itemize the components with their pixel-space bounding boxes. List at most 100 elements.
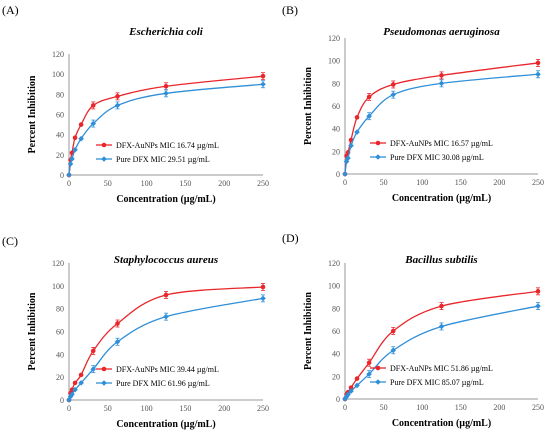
legend: DFX-AuNPs MIC 51.86 µg/mL Pure DFX MIC 85… bbox=[370, 364, 493, 387]
chart-panel: (A) Escherichia coli 0 50 100 150 200 250 0 20 40 6… bbox=[2, 3, 269, 205]
data-point bbox=[345, 391, 351, 398]
x-tick-label: 200 bbox=[218, 404, 230, 413]
x-axis-title: Concentration (µg/mL) bbox=[116, 419, 215, 430]
data-point bbox=[366, 113, 372, 119]
series bbox=[342, 70, 541, 177]
legend: DFX-AuNPs MIC 16.74 µg/mL Pure DFX MIC 29… bbox=[96, 141, 219, 164]
y-axis-title: Percent Inhibition bbox=[27, 292, 38, 370]
data-point bbox=[90, 120, 97, 127]
y-tick-label: 100 bbox=[328, 57, 340, 66]
y-tick-label: 80 bbox=[332, 79, 340, 88]
series bbox=[66, 80, 266, 178]
data-point bbox=[260, 284, 266, 290]
data-point bbox=[390, 91, 397, 98]
x-axis-title: Concentration (µg/mL) bbox=[392, 418, 491, 429]
x-tick-label: 100 bbox=[416, 178, 428, 187]
legend-label: Pure DFX MIC 29.51 µg/mL bbox=[116, 155, 210, 164]
data-point bbox=[72, 135, 78, 140]
panel-label: (B) bbox=[282, 3, 298, 17]
legend-marker bbox=[375, 365, 381, 371]
x-tick-label: 200 bbox=[218, 179, 230, 188]
x-tick-label: 50 bbox=[380, 403, 388, 412]
legend-label: DFX-AuNPs MIC 51.86 µg/mL bbox=[390, 364, 493, 373]
data-point bbox=[438, 323, 445, 330]
data-point bbox=[390, 82, 396, 87]
data-point bbox=[260, 295, 266, 302]
legend: DFX-AuNPs MIC 16.57 µg/mL Pure DFX MIC 30… bbox=[370, 139, 493, 162]
series bbox=[66, 294, 266, 403]
y-tick-label: 40 bbox=[332, 350, 340, 359]
x-tick-label: 250 bbox=[257, 179, 269, 188]
x-tick-label: 100 bbox=[141, 179, 153, 188]
y-tick-label: 100 bbox=[52, 70, 64, 79]
legend-label: DFX-AuNPs MIC 16.74 µg/mL bbox=[116, 141, 219, 150]
x-tick-label: 0 bbox=[343, 403, 347, 412]
y-tick-label: 100 bbox=[328, 282, 340, 291]
x-tick-label: 150 bbox=[455, 403, 467, 412]
data-point bbox=[69, 391, 75, 398]
x-tick-label: 250 bbox=[532, 403, 544, 412]
panel-label: (A) bbox=[2, 3, 19, 17]
data-point bbox=[354, 382, 360, 389]
data-point bbox=[342, 171, 348, 177]
data-point bbox=[439, 73, 444, 78]
data-point bbox=[535, 289, 541, 294]
data-point bbox=[90, 103, 96, 108]
data-point bbox=[115, 321, 120, 326]
data-point bbox=[114, 338, 121, 345]
y-tick-label: 120 bbox=[328, 259, 340, 268]
data-point bbox=[354, 376, 360, 381]
data-point bbox=[354, 129, 360, 135]
legend-label: DFX-AuNPs MIC 16.57 µg/mL bbox=[390, 139, 493, 148]
series bbox=[342, 59, 541, 177]
data-point bbox=[390, 328, 396, 334]
x-tick-label: 50 bbox=[104, 404, 112, 413]
y-tick-label: 20 bbox=[56, 151, 64, 160]
y-tick-label: 80 bbox=[56, 90, 64, 99]
data-point bbox=[348, 388, 354, 394]
data-point bbox=[163, 90, 169, 97]
y-tick-label: 0 bbox=[60, 171, 64, 180]
series bbox=[342, 302, 541, 402]
data-point bbox=[67, 393, 74, 400]
data-point bbox=[535, 303, 541, 309]
chart-panel: (C) Staphylococcus aureus 0 50 100 150 200 250 0… bbox=[2, 234, 269, 430]
y-tick-label: 120 bbox=[328, 34, 340, 43]
y-tick-label: 20 bbox=[56, 373, 64, 382]
data-point bbox=[69, 156, 75, 162]
y-tick-label: 40 bbox=[56, 350, 64, 359]
data-point bbox=[348, 142, 354, 149]
data-point bbox=[78, 122, 84, 127]
y-tick-label: 60 bbox=[332, 102, 340, 111]
data-point bbox=[90, 366, 97, 372]
y-tick-label: 0 bbox=[60, 396, 64, 405]
x-tick-label: 200 bbox=[493, 178, 505, 187]
x-tick-label: 0 bbox=[343, 178, 347, 187]
y-tick-label: 40 bbox=[56, 131, 64, 140]
data-point bbox=[69, 387, 75, 393]
legend-marker bbox=[101, 366, 107, 372]
x-tick-label: 50 bbox=[104, 179, 112, 188]
x-tick-label: 250 bbox=[257, 404, 269, 413]
data-point bbox=[535, 71, 541, 78]
data-point bbox=[78, 380, 84, 386]
x-axis-title: Concentration (µg/mL) bbox=[392, 193, 491, 204]
data-point bbox=[343, 393, 350, 400]
data-point bbox=[78, 135, 84, 142]
legend-label: Pure DFX MIC 61.96 µg/mL bbox=[116, 379, 210, 388]
data-point bbox=[535, 60, 541, 66]
data-point bbox=[260, 81, 266, 88]
data-point bbox=[366, 360, 372, 366]
chart-title: Bacillus subtilis bbox=[404, 254, 477, 266]
y-tick-label: 80 bbox=[56, 305, 64, 314]
data-point bbox=[163, 313, 169, 320]
x-tick-label: 100 bbox=[141, 404, 153, 413]
y-axis-title: Percent Inhibition bbox=[303, 292, 314, 370]
legend-label: Pure DFX MIC 85.07 µg/mL bbox=[390, 378, 484, 387]
chart-title: Staphylococcus aureus bbox=[114, 254, 218, 266]
x-tick-label: 250 bbox=[532, 178, 544, 187]
x-tick-label: 200 bbox=[493, 403, 505, 412]
x-tick-label: 150 bbox=[455, 178, 467, 187]
